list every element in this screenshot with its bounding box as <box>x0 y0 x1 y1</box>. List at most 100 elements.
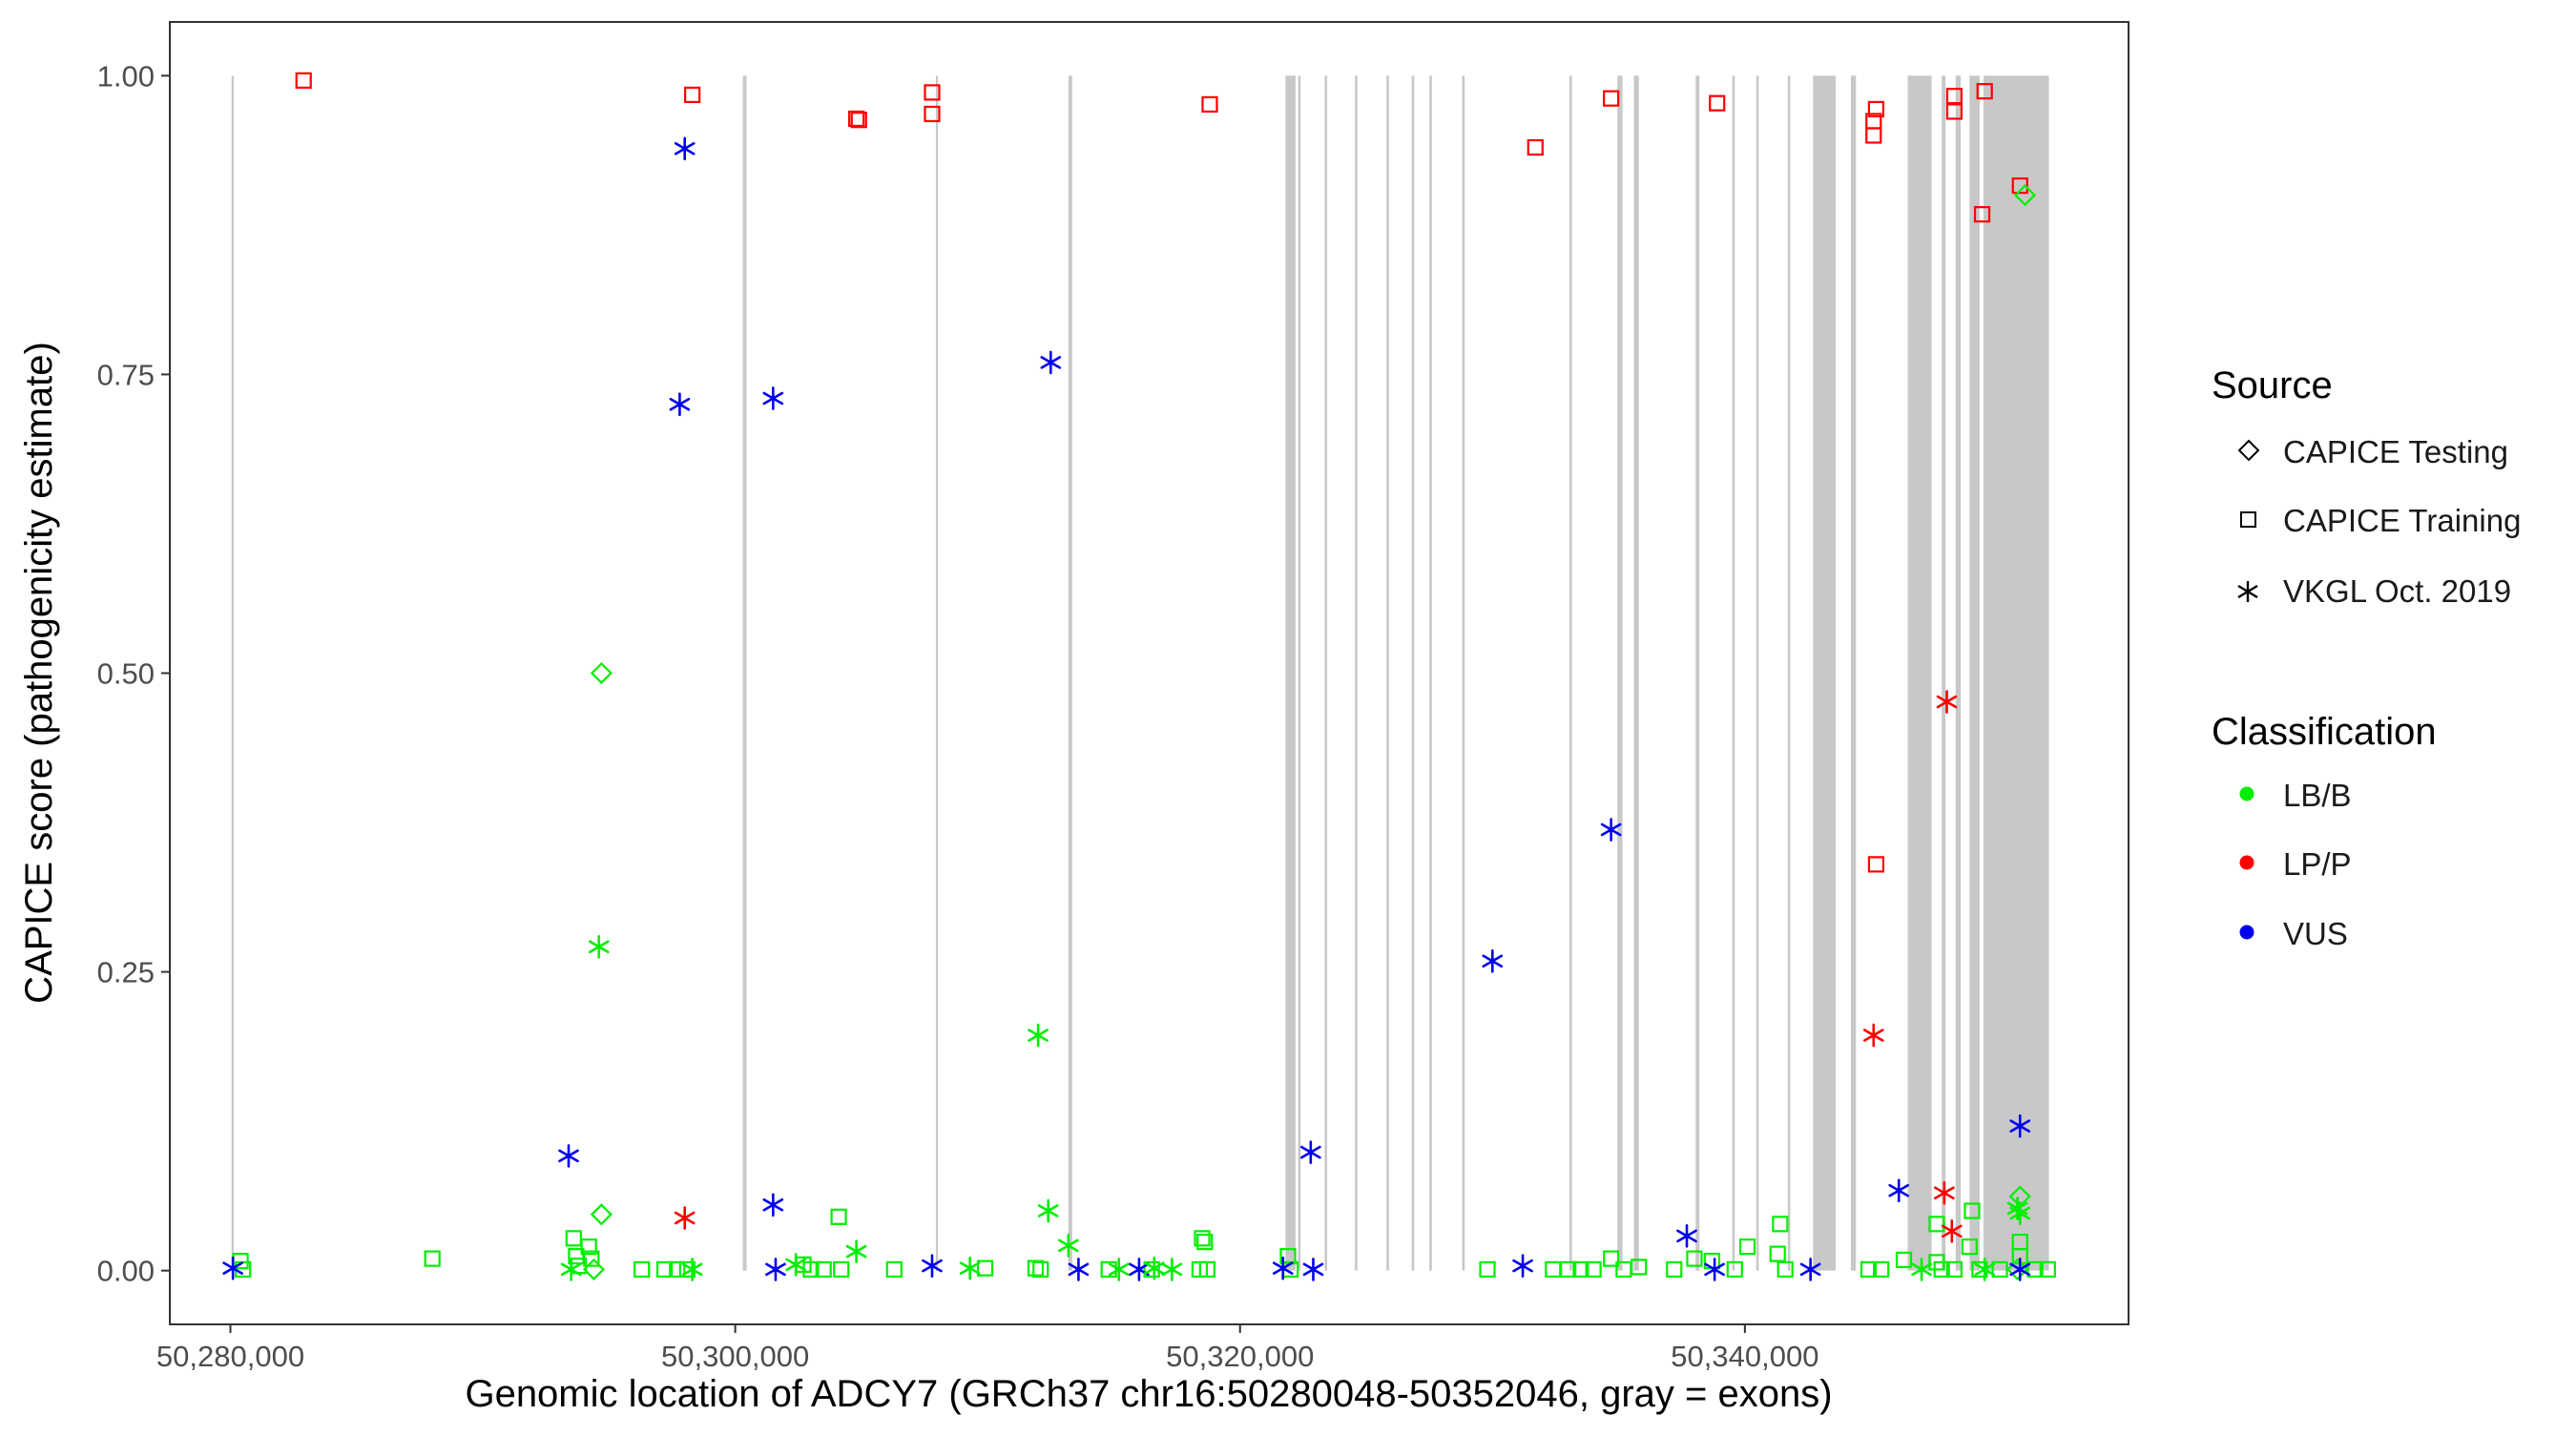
exon-band-1 <box>231 75 234 1271</box>
vkgl-point <box>222 1256 243 1280</box>
exon-band-2 <box>742 75 747 1271</box>
training-point <box>1726 1260 1743 1278</box>
legend-square-icon <box>2240 511 2256 528</box>
training-point <box>424 1250 441 1267</box>
training-point <box>1709 94 1726 112</box>
vkgl-point <box>1143 1256 1165 1280</box>
training-point <box>1479 1260 1496 1278</box>
legend-label-capice-training: CAPICE Training <box>2283 503 2521 538</box>
exon-band-18 <box>1755 75 1759 1271</box>
training-point <box>1201 95 1218 114</box>
training-point <box>850 112 867 129</box>
training-point <box>885 1260 903 1278</box>
vkgl-point <box>765 1258 786 1281</box>
exon-band-16 <box>1695 75 1700 1271</box>
exon-band-26 <box>1983 75 2049 1271</box>
training-point <box>655 1260 674 1278</box>
exon-band-8 <box>1355 75 1358 1271</box>
legend: Source CAPICE Testing CAPICE Training VK… <box>2212 364 2521 951</box>
exon-band-21 <box>1850 75 1857 1271</box>
exon-band-3 <box>935 75 939 1271</box>
exon-band-13 <box>1569 75 1572 1271</box>
exon-band-11 <box>1429 75 1432 1271</box>
training-point <box>1859 1260 1878 1278</box>
x-tick-label: 50,340,000 <box>1671 1340 1818 1373</box>
training-point <box>1945 88 1963 105</box>
vkgl-point <box>1799 1258 1821 1281</box>
legend-classification-title: Classification <box>2212 711 2437 753</box>
exon-band-19 <box>1787 75 1791 1271</box>
vkgl-point <box>1936 690 1958 714</box>
vkgl-point <box>669 392 691 417</box>
vkgl-point <box>1161 1258 1183 1281</box>
data-points <box>222 72 2056 1281</box>
training-point <box>1585 1260 1602 1278</box>
training-point <box>1603 1250 1620 1267</box>
legend-lbb-dot-icon <box>2239 786 2254 801</box>
training-point <box>1963 1202 1981 1219</box>
y-axis: 0.00 0.25 0.50 0.75 1.00 <box>97 59 170 1288</box>
vkgl-point <box>1108 1258 1130 1281</box>
testing-point <box>2013 184 2037 207</box>
vkgl-point <box>1600 818 1622 842</box>
vkgl-point <box>674 1206 696 1230</box>
legend-item-vus: VUS <box>2239 916 2348 951</box>
vkgl-point <box>1058 1234 1079 1258</box>
legend-item-capice-training: CAPICE Training <box>2240 503 2521 538</box>
vkgl-point <box>560 1258 582 1281</box>
vkgl-point <box>1272 1256 1294 1280</box>
training-point <box>1867 856 1885 873</box>
x-axis-label: Genomic location of ADCY7 (GRCh37 chr16:… <box>465 1373 1832 1415</box>
y-tick-label: 0.00 <box>97 1255 155 1288</box>
vkgl-point <box>1302 1258 1324 1281</box>
exon-band-7 <box>1324 75 1328 1271</box>
training-point <box>1196 1233 1214 1251</box>
training-point <box>1945 103 1963 120</box>
plot-panel-background <box>170 22 2129 1324</box>
training-point <box>924 84 941 101</box>
vkgl-point <box>1028 1023 1049 1048</box>
training-point <box>815 1260 832 1278</box>
vkgl-point <box>1040 350 1062 375</box>
exon-band-22 <box>1907 75 1932 1271</box>
legend-diamond-icon <box>2237 439 2260 462</box>
training-point <box>1631 1259 1648 1276</box>
vkgl-point <box>762 1193 784 1217</box>
x-tick-label: 50,320,000 <box>1166 1340 1314 1373</box>
training-point <box>1961 1238 1978 1256</box>
training-point <box>1666 1260 1683 1278</box>
vkgl-point <box>1941 1219 1963 1243</box>
vkgl-point <box>922 1254 943 1278</box>
y-tick-label: 0.25 <box>97 956 155 989</box>
vkgl-point <box>588 934 610 959</box>
exon-bands <box>231 75 2049 1271</box>
legend-lpp-dot-icon <box>2239 855 2254 870</box>
training-point <box>2039 1260 2056 1278</box>
legend-vus-dot-icon <box>2239 925 2254 940</box>
vkgl-point <box>2009 1201 2031 1225</box>
training-point <box>1143 1260 1160 1278</box>
vkgl-point <box>1068 1258 1090 1281</box>
training-point <box>1027 1259 1045 1277</box>
legend-item-capice-testing: CAPICE Testing <box>2237 434 2508 469</box>
legend-label-vus: VUS <box>2283 916 2348 951</box>
training-point <box>833 1260 850 1278</box>
legend-label-vkgl: VKGL Oct. 2019 <box>2283 573 2511 609</box>
legend-item-vkgl: VKGL Oct. 2019 <box>2237 573 2511 609</box>
vkgl-point <box>785 1253 806 1277</box>
training-point <box>634 1260 651 1278</box>
exon-band-6 <box>1298 75 1301 1271</box>
y-tick-label: 1.00 <box>97 59 155 93</box>
legend-asterisk-icon <box>2237 581 2258 602</box>
vkgl-point <box>1934 1180 1955 1205</box>
training-point <box>1194 1230 1211 1247</box>
training-point <box>1772 1216 1789 1233</box>
vkgl-point <box>2009 1113 2031 1138</box>
vkgl-point <box>558 1144 579 1168</box>
y-tick-label: 0.75 <box>97 358 155 391</box>
training-point <box>1769 1245 1786 1262</box>
training-point <box>295 72 312 89</box>
vkgl-point <box>1676 1224 1697 1248</box>
